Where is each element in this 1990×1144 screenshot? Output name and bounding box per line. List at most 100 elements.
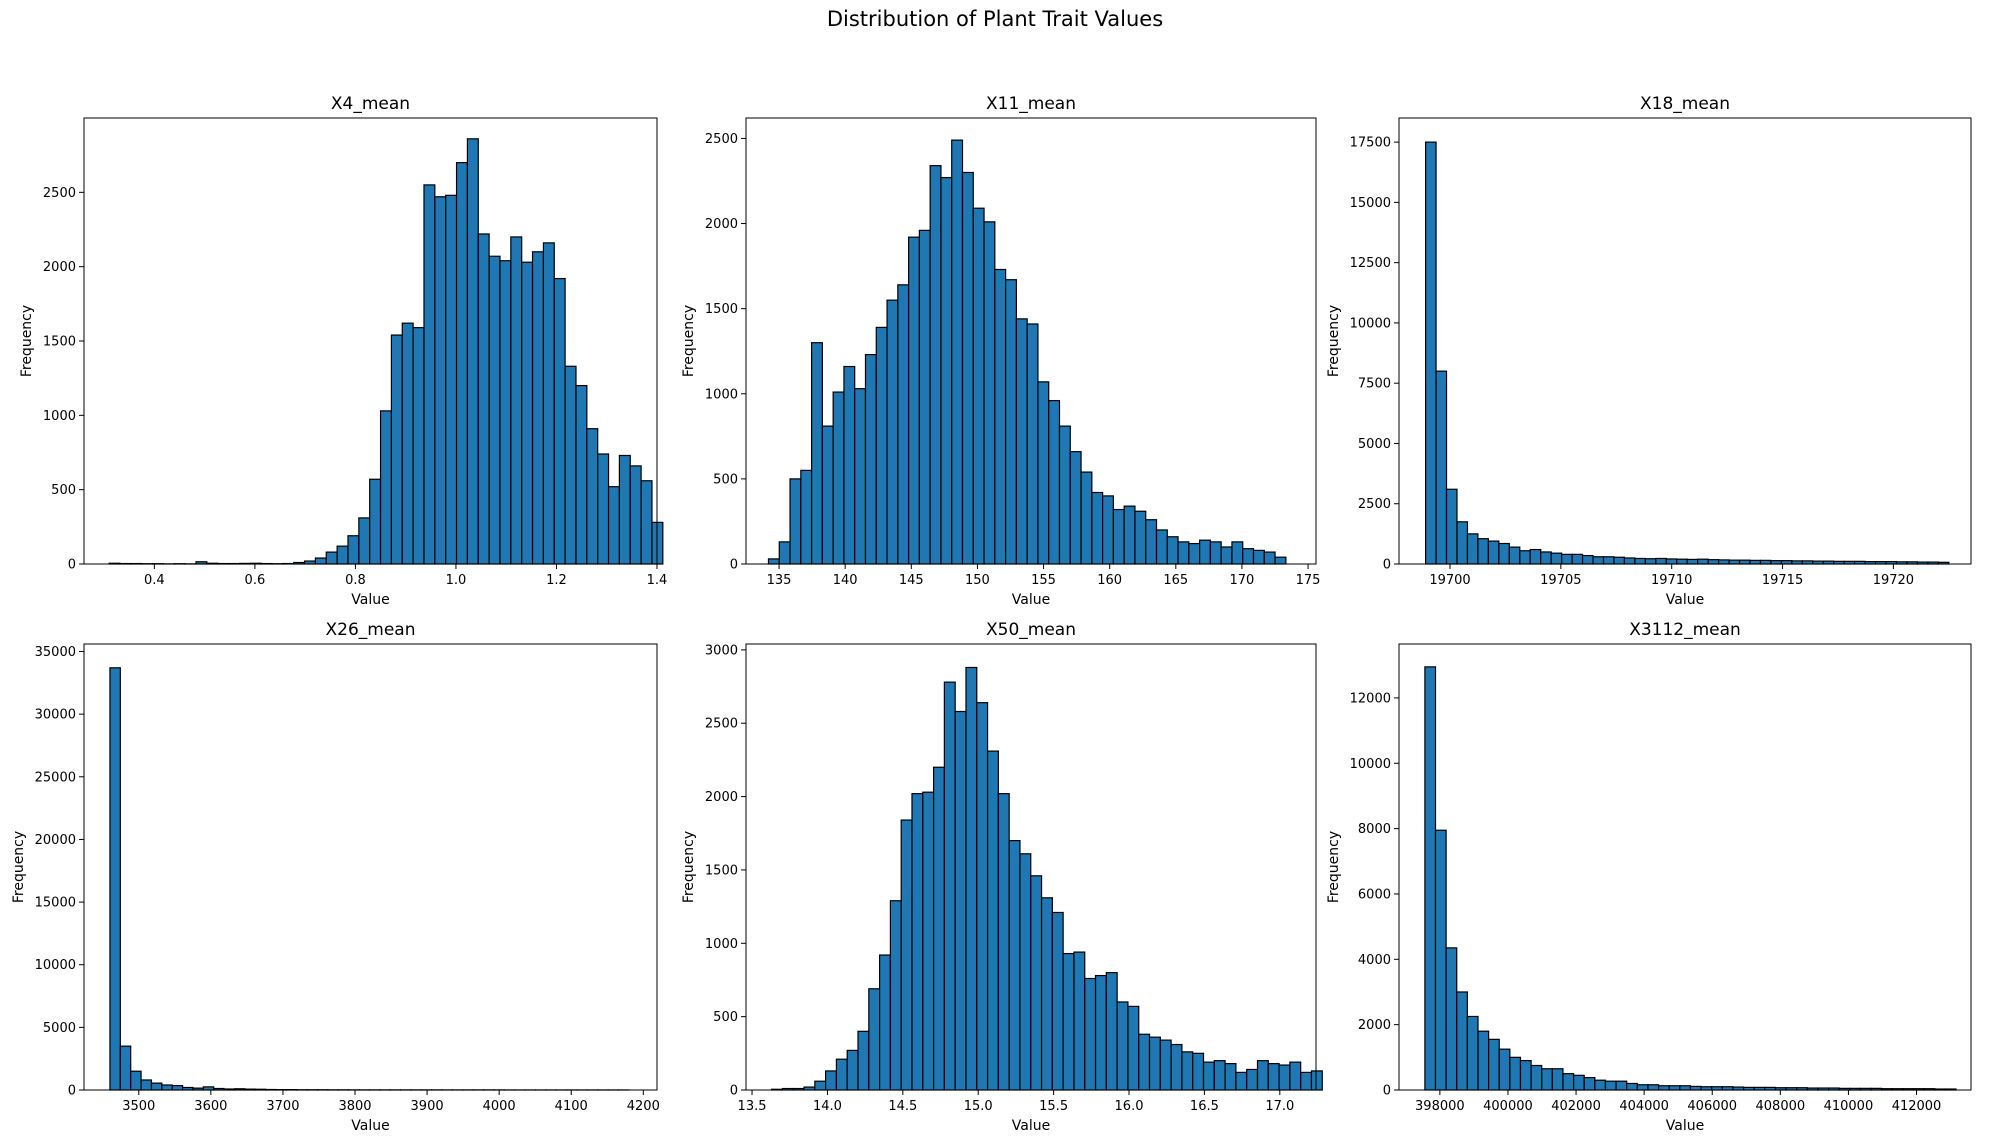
x-tick-label: 3700 (266, 1099, 299, 1114)
x-tick-label: 402000 (1551, 1099, 1601, 1114)
axes-frame (1398, 117, 1972, 565)
histogram-bar (994, 268, 1007, 565)
histogram-bar (832, 391, 845, 565)
histogram-bar (325, 551, 338, 565)
histogram-bar (531, 251, 545, 565)
x-tick-label: 150 (965, 573, 990, 588)
histogram-bar (1540, 551, 1552, 565)
histogram-bar (1105, 972, 1118, 1091)
histogram-bar (1583, 1076, 1596, 1091)
y-axis-label: Frequency (681, 305, 697, 377)
histogram-bar (1676, 558, 1688, 565)
histogram-bar (171, 1085, 184, 1091)
y-tick-label: 0 (68, 558, 76, 573)
histogram-bar (1424, 666, 1437, 1091)
x-tick-label: 408000 (1756, 1099, 1806, 1114)
y-tick-label: 2500 (705, 132, 738, 147)
histogram-bar (835, 1058, 848, 1091)
histogram-bar (911, 793, 924, 1091)
histogram-bar (1213, 1060, 1226, 1091)
histogram-bar (1048, 399, 1061, 565)
histogram-bar (1657, 1085, 1670, 1091)
x-axis-label: Value (1012, 1118, 1050, 1134)
histogram-bar (379, 410, 393, 565)
histogram-bar (1005, 279, 1017, 565)
histogram-bar (1192, 1052, 1205, 1091)
histogram-bar (857, 1030, 870, 1091)
histogram-bar (499, 260, 512, 565)
histogram-bar (1571, 553, 1584, 565)
y-tick-label: 2500 (705, 717, 738, 732)
histogram-bar (423, 184, 436, 565)
histogram-bar (1707, 559, 1720, 565)
histogram-bar (1508, 546, 1521, 565)
histogram-bar (1738, 559, 1751, 565)
histogram-bar (1477, 1030, 1490, 1091)
y-axis-label: Frequency (11, 831, 27, 903)
histogram-bar (814, 1080, 827, 1091)
histogram-bar (1181, 1051, 1194, 1091)
histogram-bars (1424, 666, 1957, 1091)
y-tick-label: 15000 (35, 896, 76, 911)
histogram-bar (854, 388, 867, 565)
histogram-bar (553, 277, 566, 565)
x-tick-label: 398000 (1415, 1099, 1465, 1114)
histogram-bar (1613, 556, 1626, 565)
histogram-bar (1256, 1060, 1269, 1091)
y-tick-label: 30000 (35, 708, 76, 723)
x-tick-label: 17.0 (1265, 1099, 1294, 1114)
histogram-bar (1445, 947, 1458, 1091)
histogram-bar (1686, 558, 1699, 565)
y-tick-label: 2000 (705, 790, 738, 805)
histogram-bar (1040, 897, 1053, 1091)
y-axis-ticks: 0 500 1000 1500 2000 2500 3000 (705, 643, 746, 1099)
x-tick-label: 4200 (627, 1099, 660, 1114)
x-tick-label: 3800 (338, 1099, 371, 1114)
x-tick-label: 135 (767, 573, 792, 588)
subplot-title: X4_mean (331, 94, 410, 114)
histogram-bar (1209, 541, 1222, 565)
subplot-x4-mean: 0.4 0.6 0.8 1.0 1.2 1.4 0 500 1000 1500 2000 2500 X4… (19, 94, 668, 608)
x-tick-label: 0.8 (345, 573, 366, 588)
histogram-bar (1636, 1084, 1649, 1091)
histogram-bar (347, 535, 360, 565)
subplot-x11-mean: 135 140 145 150 155 160 165 170 175 0 500 1000 1500 2… (681, 94, 1321, 608)
histogram-bar (1541, 1068, 1553, 1091)
histogram-bar (412, 327, 425, 565)
histogram-bar (314, 557, 327, 565)
histogram-bar (1224, 1062, 1237, 1091)
x-axis-ticks: 13.5 14.0 14.5 15.0 15.5 16.0 16.5 17.0 (738, 1090, 1294, 1114)
histogram-bar (466, 138, 479, 565)
x-tick-label: 160 (1097, 573, 1122, 588)
y-tick-label: 3000 (705, 643, 738, 658)
x-tick-label: 145 (899, 573, 924, 588)
histogram-bar (846, 1049, 859, 1091)
histogram-bar (1202, 1061, 1215, 1091)
histogram-bar (918, 229, 931, 565)
histogram-bar (1278, 1064, 1291, 1091)
histogram-bar (1623, 557, 1636, 565)
histogram-bar (1689, 1085, 1702, 1091)
x-tick-label: 412000 (1892, 1099, 1942, 1114)
x-axis-ticks: 3500 3600 3700 3800 3900 4000 4100 4200 (122, 1090, 660, 1114)
histogram-bar (140, 1079, 153, 1091)
histogram-bar (1456, 521, 1469, 565)
histogram-bar (336, 545, 349, 565)
histogram-bar (1148, 1036, 1161, 1091)
y-tick-label: 25000 (35, 770, 76, 785)
histogram-bar (875, 326, 888, 565)
histogram-bar (878, 954, 891, 1091)
x-tick-label: 3500 (122, 1099, 155, 1114)
histogram-bar (564, 365, 577, 565)
histogram-bar (1026, 323, 1039, 565)
histogram-bar (1102, 495, 1114, 565)
histogram-bar (1759, 559, 1772, 565)
histogram-bar (161, 1084, 173, 1091)
histogram-bar (1188, 542, 1201, 565)
x-tick-label: 14.5 (888, 1099, 917, 1114)
histogram-bar (943, 681, 956, 1091)
histogram-bar (886, 299, 899, 565)
y-tick-label: 7500 (1358, 377, 1391, 392)
x-axis-ticks: 398000 400000 402000 404000 406000 408000 4100… (1415, 1090, 1941, 1114)
